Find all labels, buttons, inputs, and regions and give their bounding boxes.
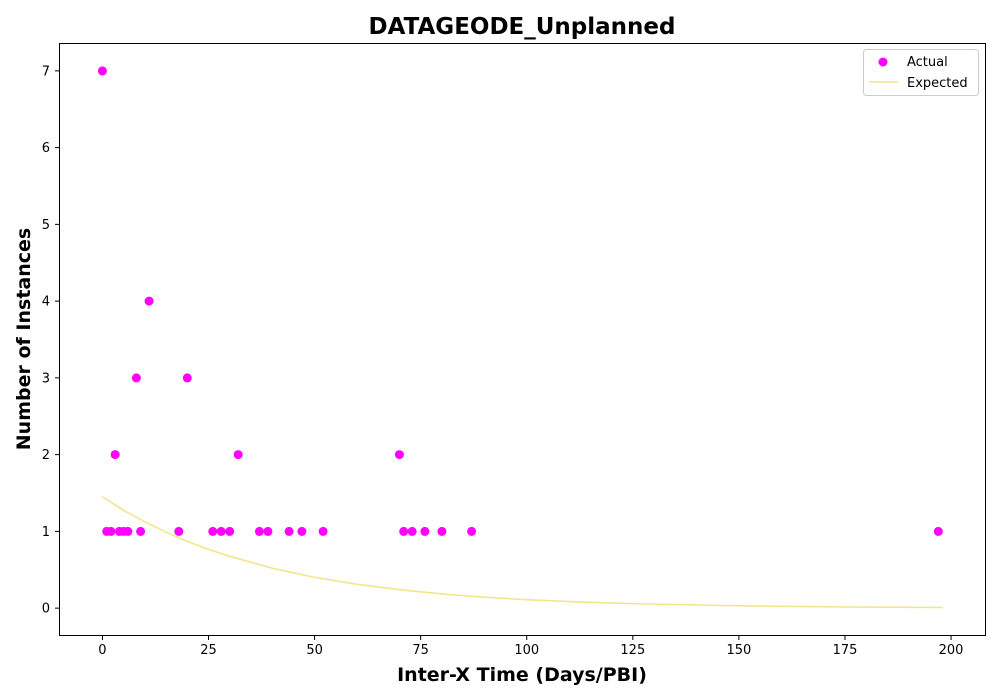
actual-data-point [110, 450, 120, 460]
actual-data-point [263, 526, 273, 536]
x-axis-label: Inter-X Time (Days/PBI) [397, 664, 647, 686]
actual-data-point [420, 526, 430, 536]
legend-expected-label: Expected [907, 76, 968, 91]
actual-data-point [136, 526, 146, 536]
y-tick-label: 5 [42, 218, 50, 233]
x-tick-label: 200 [939, 643, 964, 658]
y-axis-label: Number of Instances [13, 228, 35, 450]
x-tick-label: 175 [833, 643, 858, 658]
actual-data-point [97, 66, 107, 76]
y-axis: 0 1 2 3 4 5 6 7 [42, 64, 60, 617]
x-tick-label: 100 [514, 643, 539, 658]
actual-data-point [106, 526, 116, 536]
actual-data-point [225, 526, 235, 536]
expected-series-line [101, 496, 943, 609]
x-tick-label: 150 [726, 643, 751, 658]
actual-data-point [233, 450, 243, 460]
actual-data-point [407, 526, 417, 536]
actual-data-point [437, 526, 447, 536]
x-axis: 0 25 50 75 100 125 150 175 200 [98, 635, 963, 658]
actual-data-point [131, 373, 141, 383]
legend: Actual Expected [863, 49, 979, 96]
x-tick-label: 125 [620, 643, 645, 658]
x-tick-label: 0 [98, 643, 106, 658]
legend-actual-marker [878, 57, 888, 67]
x-tick-label: 25 [200, 643, 217, 658]
actual-data-point [284, 526, 294, 536]
y-tick-label: 6 [42, 141, 50, 156]
actual-data-point [216, 526, 226, 536]
actual-series-points [97, 66, 943, 536]
actual-data-point [467, 526, 477, 536]
actual-data-point [123, 526, 133, 536]
y-tick-label: 2 [42, 448, 50, 463]
y-tick-label: 0 [42, 602, 50, 617]
actual-data-point [174, 526, 184, 536]
actual-data-point [182, 373, 192, 383]
actual-data-point [318, 526, 328, 536]
actual-data-point [394, 450, 404, 460]
actual-data-point [144, 296, 154, 306]
actual-data-point [933, 526, 943, 536]
y-tick-label: 3 [42, 371, 50, 386]
actual-data-point [208, 526, 218, 536]
y-tick-label: 1 [42, 525, 50, 540]
x-tick-label: 75 [412, 643, 429, 658]
actual-data-point [254, 526, 264, 536]
actual-data-point [297, 526, 307, 536]
legend-actual-label: Actual [907, 55, 948, 70]
chart-title: DATAGEODE_Unplanned [369, 14, 676, 40]
y-tick-label: 4 [42, 295, 50, 310]
legend-box [863, 49, 979, 96]
actual-data-point [399, 526, 409, 536]
x-tick-label: 50 [306, 643, 323, 658]
plot-area [59, 43, 986, 636]
y-tick-label: 7 [42, 64, 50, 79]
